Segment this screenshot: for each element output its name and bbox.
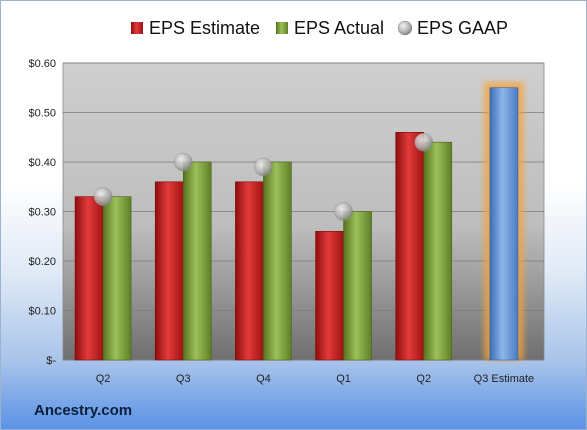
eps-actual-bar <box>423 141 453 361</box>
x-tick-label: Q3 <box>176 373 191 385</box>
y-tick-label: $0.60 <box>28 58 56 70</box>
x-tick-label: Q2 <box>96 373 111 385</box>
y-tick-label: $0.20 <box>28 256 56 268</box>
eps-estimate-bar <box>154 181 184 361</box>
x-tick-label: Q3 Estimate <box>474 373 535 385</box>
eps-actual-bar <box>343 211 372 361</box>
eps-gaap-point <box>254 157 273 177</box>
x-tick-label: Q4 <box>256 373 271 385</box>
eps-estimate-bar <box>315 231 344 361</box>
eps-gaap-point <box>93 187 113 206</box>
eps-estimate-bar <box>74 196 104 361</box>
eps-actual-bar <box>263 161 292 361</box>
legend-label: EPS GAAP <box>417 18 508 38</box>
eps-estimate-bar <box>395 132 425 361</box>
eps-gaap-point <box>174 152 193 172</box>
brand-label: Ancestry.com <box>34 402 133 419</box>
eps-estimate-bar <box>235 181 264 361</box>
eps-actual-bar <box>102 196 132 361</box>
q3-estimate-bar <box>489 87 519 361</box>
y-tick-label: $0.40 <box>28 157 56 169</box>
y-tick-label: $- <box>46 355 56 367</box>
legend-label: EPS Estimate <box>149 18 260 38</box>
x-tick-label: Q2 <box>416 373 431 385</box>
y-tick-label: $0.30 <box>28 207 56 219</box>
y-tick-label: $0.10 <box>28 306 56 318</box>
x-tick-label: Q1 <box>336 373 351 385</box>
eps-gaap-point <box>334 202 353 221</box>
eps-gaap-point <box>414 132 433 152</box>
eps-actual-bar <box>182 161 212 361</box>
legend-swatch <box>276 22 288 34</box>
y-tick-label: $0.50 <box>28 108 56 120</box>
legend-swatch <box>397 20 413 36</box>
legend-swatch <box>131 22 143 34</box>
legend-label: EPS Actual <box>294 18 384 38</box>
